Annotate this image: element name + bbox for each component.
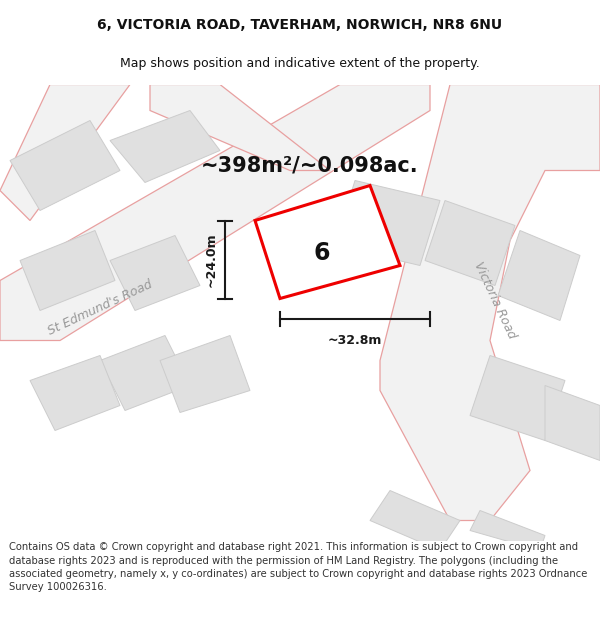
Polygon shape <box>425 201 515 286</box>
Polygon shape <box>370 491 460 551</box>
Polygon shape <box>20 231 115 311</box>
Text: 6: 6 <box>314 241 330 266</box>
Polygon shape <box>100 336 190 411</box>
Polygon shape <box>470 356 565 441</box>
Polygon shape <box>110 111 220 182</box>
Polygon shape <box>255 186 400 299</box>
Text: ~32.8m: ~32.8m <box>328 334 382 348</box>
Polygon shape <box>470 511 545 551</box>
Polygon shape <box>498 231 580 321</box>
Polygon shape <box>30 356 120 431</box>
Text: ~398m²/~0.098ac.: ~398m²/~0.098ac. <box>201 156 419 176</box>
Polygon shape <box>10 121 120 211</box>
Polygon shape <box>545 386 600 461</box>
Polygon shape <box>160 336 250 412</box>
Polygon shape <box>150 84 330 171</box>
Text: Contains OS data © Crown copyright and database right 2021. This information is : Contains OS data © Crown copyright and d… <box>9 542 587 592</box>
Text: Victoria Road: Victoria Road <box>472 260 518 341</box>
Text: 6, VICTORIA ROAD, TAVERHAM, NORWICH, NR8 6NU: 6, VICTORIA ROAD, TAVERHAM, NORWICH, NR8… <box>97 18 503 32</box>
Polygon shape <box>110 236 200 311</box>
Polygon shape <box>380 84 600 521</box>
Polygon shape <box>0 84 130 221</box>
Polygon shape <box>0 84 430 341</box>
Text: Map shows position and indicative extent of the property.: Map shows position and indicative extent… <box>120 57 480 70</box>
Text: St Edmund's Road: St Edmund's Road <box>46 278 154 338</box>
Text: ~24.0m: ~24.0m <box>205 232 218 287</box>
Polygon shape <box>335 181 440 266</box>
